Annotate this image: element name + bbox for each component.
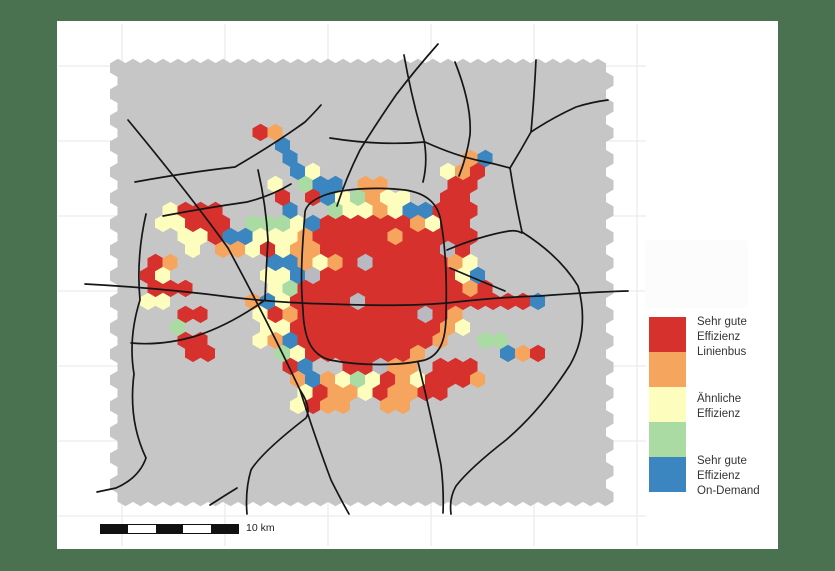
legend-label-aehnlich: Ähnliche Effizienz (697, 392, 807, 422)
legend-swatch-red (649, 317, 686, 352)
legend-label-line: Effizienz (697, 331, 741, 343)
scale-bar-segment (128, 525, 156, 533)
hexagon-layer (110, 58, 614, 507)
legend-swatch-green (649, 422, 686, 457)
legend-label-line: On-Demand (697, 485, 760, 497)
scale-bar-segment (101, 525, 129, 533)
road-network-layer (84, 43, 629, 515)
scale-bar (100, 524, 239, 534)
scale-bar-segment (155, 525, 184, 533)
legend-label-line: Sehr gute (697, 455, 747, 467)
legend-label-line: Ähnliche (697, 393, 742, 405)
legend-label-line: Effizienz (697, 470, 741, 482)
legend-label-line: Linienbus (697, 346, 747, 358)
scale-bar-segment (183, 525, 211, 533)
scale-bar-label: 10 km (246, 522, 275, 534)
legend-label-ondemand: Sehr gute Effizienz On-Demand (697, 454, 807, 499)
legend-label-line: Effizienz (697, 408, 741, 420)
legend-placeholder-swatch (645, 240, 748, 308)
map-legend: Sehr gute Effizienz Linienbus Ähnliche E… (649, 316, 760, 497)
legend-swatch-blue (649, 457, 686, 492)
legend-swatch-orange (649, 352, 686, 387)
legend-swatch-yellow (649, 387, 686, 422)
legend-label-line: Sehr gute (697, 316, 747, 328)
scale-bar-segment (210, 525, 239, 533)
legend-label-linienbus: Sehr gute Effizienz Linienbus (697, 315, 807, 360)
